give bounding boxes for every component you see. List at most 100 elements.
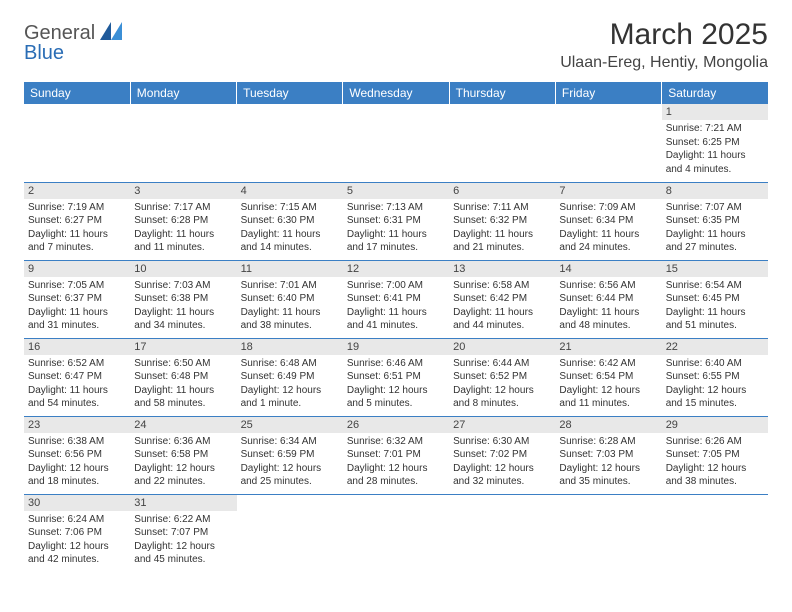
sunset-line: Sunset: 6:48 PM bbox=[134, 370, 232, 384]
day-number: 8 bbox=[662, 183, 768, 199]
daylight-line: Daylight: 11 hours and 21 minutes. bbox=[453, 228, 551, 255]
sunrise-line: Sunrise: 7:11 AM bbox=[453, 201, 551, 215]
sunrise-line: Sunrise: 7:05 AM bbox=[28, 279, 126, 293]
calendar-day-cell: 25Sunrise: 6:34 AMSunset: 6:59 PMDayligh… bbox=[237, 416, 343, 494]
day-number: 23 bbox=[24, 417, 130, 433]
day-content: Sunrise: 6:30 AMSunset: 7:02 PMDaylight:… bbox=[449, 433, 555, 491]
daylight-line: Daylight: 12 hours and 25 minutes. bbox=[241, 462, 339, 489]
calendar-day-cell: 20Sunrise: 6:44 AMSunset: 6:52 PMDayligh… bbox=[449, 338, 555, 416]
calendar-day-cell: 4Sunrise: 7:15 AMSunset: 6:30 PMDaylight… bbox=[237, 182, 343, 260]
day-content: Sunrise: 7:03 AMSunset: 6:38 PMDaylight:… bbox=[130, 277, 236, 335]
calendar-day-cell: 31Sunrise: 6:22 AMSunset: 7:07 PMDayligh… bbox=[130, 494, 236, 572]
weekday-header: Saturday bbox=[662, 82, 768, 104]
day-number: 5 bbox=[343, 183, 449, 199]
day-content: Sunrise: 7:19 AMSunset: 6:27 PMDaylight:… bbox=[24, 199, 130, 257]
daylight-line: Daylight: 12 hours and 42 minutes. bbox=[28, 540, 126, 567]
day-content: Sunrise: 6:50 AMSunset: 6:48 PMDaylight:… bbox=[130, 355, 236, 413]
day-content: Sunrise: 7:17 AMSunset: 6:28 PMDaylight:… bbox=[130, 199, 236, 257]
sunset-line: Sunset: 6:58 PM bbox=[134, 448, 232, 462]
daylight-line: Daylight: 12 hours and 22 minutes. bbox=[134, 462, 232, 489]
daylight-line: Daylight: 12 hours and 35 minutes. bbox=[559, 462, 657, 489]
calendar-table: SundayMondayTuesdayWednesdayThursdayFrid… bbox=[24, 82, 768, 572]
calendar-day-cell: 13Sunrise: 6:58 AMSunset: 6:42 PMDayligh… bbox=[449, 260, 555, 338]
calendar-day-cell: 18Sunrise: 6:48 AMSunset: 6:49 PMDayligh… bbox=[237, 338, 343, 416]
day-content: Sunrise: 7:05 AMSunset: 6:37 PMDaylight:… bbox=[24, 277, 130, 335]
daylight-line: Daylight: 11 hours and 38 minutes. bbox=[241, 306, 339, 333]
logo-blue-wrap: Blue bbox=[24, 42, 64, 65]
day-number: 25 bbox=[237, 417, 343, 433]
weekday-header: Tuesday bbox=[237, 82, 343, 104]
sunrise-line: Sunrise: 6:36 AM bbox=[134, 435, 232, 449]
sunrise-line: Sunrise: 7:01 AM bbox=[241, 279, 339, 293]
sunrise-line: Sunrise: 6:28 AM bbox=[559, 435, 657, 449]
calendar-week-row: 9Sunrise: 7:05 AMSunset: 6:37 PMDaylight… bbox=[24, 260, 768, 338]
daylight-line: Daylight: 11 hours and 7 minutes. bbox=[28, 228, 126, 255]
calendar-day-cell: 24 Sunrise: 6:36 AMSunset: 6:58 PMDayligh… bbox=[130, 416, 236, 494]
day-number: 10 bbox=[130, 261, 236, 277]
day-number: 20 bbox=[449, 339, 555, 355]
day-content: Sunrise: 7:07 AMSunset: 6:35 PMDaylight:… bbox=[662, 199, 768, 257]
calendar-day-cell: 23Sunrise: 6:38 AMSunset: 6:56 PMDayligh… bbox=[24, 416, 130, 494]
sunrise-line: Sunrise: 7:13 AM bbox=[347, 201, 445, 215]
sunset-line: Sunset: 6:31 PM bbox=[347, 214, 445, 228]
day-number: 24 bbox=[130, 417, 236, 433]
day-content: Sunrise: 6:54 AMSunset: 6:45 PMDaylight:… bbox=[662, 277, 768, 335]
calendar-day-cell: 10Sunrise: 7:03 AMSunset: 6:38 PMDayligh… bbox=[130, 260, 236, 338]
calendar-day-cell: 26Sunrise: 6:32 AMSunset: 7:01 PMDayligh… bbox=[343, 416, 449, 494]
sunrise-line: Sunrise: 6:50 AM bbox=[134, 357, 232, 371]
day-content: Sunrise: 6:32 AMSunset: 7:01 PMDaylight:… bbox=[343, 433, 449, 491]
day-content: Sunrise: 7:21 AMSunset: 6:25 PMDaylight:… bbox=[662, 120, 768, 178]
sunrise-line: Sunrise: 6:38 AM bbox=[28, 435, 126, 449]
daylight-line: Daylight: 11 hours and 48 minutes. bbox=[559, 306, 657, 333]
calendar-empty-cell bbox=[237, 494, 343, 572]
day-content: Sunrise: 6:24 AMSunset: 7:06 PMDaylight:… bbox=[24, 511, 130, 569]
logo: General bbox=[24, 18, 124, 45]
calendar-day-cell: 30Sunrise: 6:24 AMSunset: 7:06 PMDayligh… bbox=[24, 494, 130, 572]
sunrise-line: Sunrise: 6:48 AM bbox=[241, 357, 339, 371]
calendar-day-cell: 5Sunrise: 7:13 AMSunset: 6:31 PMDaylight… bbox=[343, 182, 449, 260]
day-content: Sunrise: 7:11 AMSunset: 6:32 PMDaylight:… bbox=[449, 199, 555, 257]
sunset-line: Sunset: 6:51 PM bbox=[347, 370, 445, 384]
sunrise-line: Sunrise: 6:34 AM bbox=[241, 435, 339, 449]
day-content: Sunrise: 6:48 AMSunset: 6:49 PMDaylight:… bbox=[237, 355, 343, 413]
weekday-header: Wednesday bbox=[343, 82, 449, 104]
sunrise-line: Sunrise: 6:32 AM bbox=[347, 435, 445, 449]
day-number: 9 bbox=[24, 261, 130, 277]
sunrise-line: Sunrise: 6:24 AM bbox=[28, 513, 126, 527]
calendar-day-cell: 12Sunrise: 7:00 AMSunset: 6:41 PMDayligh… bbox=[343, 260, 449, 338]
calendar-week-row: 23Sunrise: 6:38 AMSunset: 6:56 PMDayligh… bbox=[24, 416, 768, 494]
daylight-line: Daylight: 11 hours and 14 minutes. bbox=[241, 228, 339, 255]
daylight-line: Daylight: 12 hours and 8 minutes. bbox=[453, 384, 551, 411]
sunrise-line: Sunrise: 6:42 AM bbox=[559, 357, 657, 371]
sunset-line: Sunset: 6:55 PM bbox=[666, 370, 764, 384]
day-content: Sunrise: 7:00 AMSunset: 6:41 PMDaylight:… bbox=[343, 277, 449, 335]
calendar-day-cell: 7Sunrise: 7:09 AMSunset: 6:34 PMDaylight… bbox=[555, 182, 661, 260]
calendar-week-row: 16Sunrise: 6:52 AMSunset: 6:47 PMDayligh… bbox=[24, 338, 768, 416]
daylight-line: Daylight: 11 hours and 51 minutes. bbox=[666, 306, 764, 333]
calendar-day-cell: 28Sunrise: 6:28 AMSunset: 7:03 PMDayligh… bbox=[555, 416, 661, 494]
calendar-week-row: 1Sunrise: 7:21 AMSunset: 6:25 PMDaylight… bbox=[24, 104, 768, 182]
sunset-line: Sunset: 7:01 PM bbox=[347, 448, 445, 462]
calendar-empty-cell bbox=[555, 104, 661, 182]
sunrise-line: Sunrise: 6:44 AM bbox=[453, 357, 551, 371]
calendar-body: 1Sunrise: 7:21 AMSunset: 6:25 PMDaylight… bbox=[24, 104, 768, 572]
sunset-line: Sunset: 7:02 PM bbox=[453, 448, 551, 462]
calendar-day-cell: 27Sunrise: 6:30 AMSunset: 7:02 PMDayligh… bbox=[449, 416, 555, 494]
daylight-line: Daylight: 12 hours and 32 minutes. bbox=[453, 462, 551, 489]
daylight-line: Daylight: 11 hours and 34 minutes. bbox=[134, 306, 232, 333]
calendar-day-cell: 1Sunrise: 7:21 AMSunset: 6:25 PMDaylight… bbox=[662, 104, 768, 182]
day-number: 11 bbox=[237, 261, 343, 277]
sunset-line: Sunset: 6:38 PM bbox=[134, 292, 232, 306]
day-content: Sunrise: 7:15 AMSunset: 6:30 PMDaylight:… bbox=[237, 199, 343, 257]
day-number: 13 bbox=[449, 261, 555, 277]
day-content: Sunrise: 6:38 AMSunset: 6:56 PMDaylight:… bbox=[24, 433, 130, 491]
day-content: Sunrise: 6:34 AMSunset: 6:59 PMDaylight:… bbox=[237, 433, 343, 491]
day-content: Sunrise: 6:22 AMSunset: 7:07 PMDaylight:… bbox=[130, 511, 236, 569]
sunset-line: Sunset: 6:49 PM bbox=[241, 370, 339, 384]
daylight-line: Daylight: 12 hours and 45 minutes. bbox=[134, 540, 232, 567]
sunrise-line: Sunrise: 6:58 AM bbox=[453, 279, 551, 293]
day-content: Sunrise: 7:09 AMSunset: 6:34 PMDaylight:… bbox=[555, 199, 661, 257]
day-content: Sunrise: 6:56 AMSunset: 6:44 PMDaylight:… bbox=[555, 277, 661, 335]
day-number: 14 bbox=[555, 261, 661, 277]
calendar-empty-cell bbox=[343, 494, 449, 572]
